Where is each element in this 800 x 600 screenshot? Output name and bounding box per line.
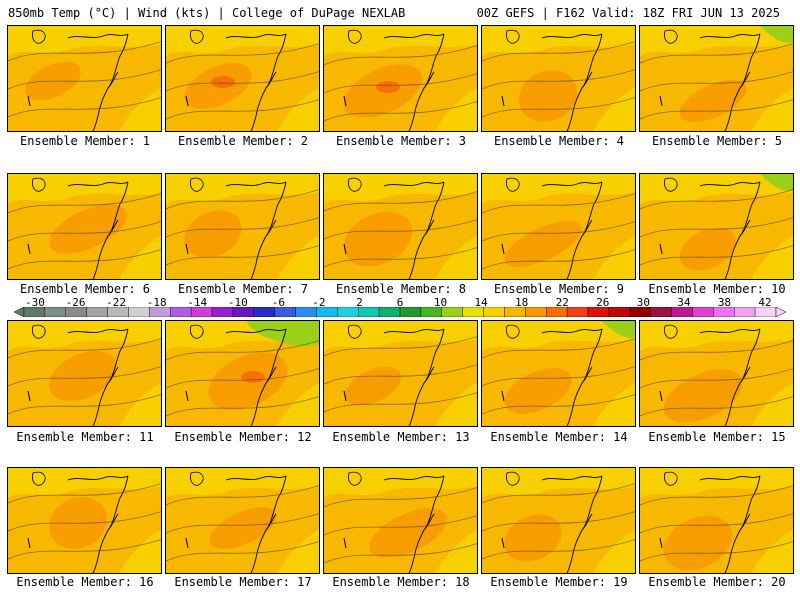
ensemble-map-panel [7,320,162,427]
ensemble-member-label: Ensemble Member: 4 [493,134,625,148]
temperature-map [640,26,793,131]
colorbar-swatch [734,307,756,317]
colorbar-tick-label: 10 [433,296,448,309]
ensemble-member-label: Ensemble Member: 15 [648,430,786,444]
temperature-map [8,174,161,279]
ensemble-map-panel [323,173,478,280]
ensemble-member-label: Ensemble Member: 10 [648,282,786,296]
ensemble-map-panel [639,320,794,427]
colorbar-swatch [566,307,589,317]
ensemble-member-label: Ensemble Member: 14 [490,430,628,444]
ensemble-member-label: Ensemble Member: 11 [16,430,154,444]
colorbar-swatch [650,307,672,317]
colorbar-swatch [86,307,108,317]
colorbar-tick-label: -2 [312,296,326,309]
colorbar-swatch [525,307,547,317]
ensemble-map-panel [165,25,320,132]
colorbar-tick-label: 38 [717,296,732,309]
temperature-map [166,174,319,279]
colorbar-tick-label: 2 [356,296,363,309]
colorbar-swatch [608,307,630,317]
ensemble-member-label: Ensemble Member: 3 [335,134,467,148]
temperature-map [8,26,161,131]
ensemble-member-label: Ensemble Member: 17 [174,575,312,589]
colorbar-tick-label: -6 [271,296,285,309]
ensemble-map-panel [165,467,320,574]
colorbar-tick-label: -30 [25,296,45,309]
ensemble-member-label: Ensemble Member: 12 [174,430,312,444]
colorbar-tick-label: 18 [515,296,529,309]
ensemble-map-panel [481,173,636,280]
ensemble-map-panel [165,173,320,280]
ensemble-member-label: Ensemble Member: 18 [332,575,470,589]
colorbar-swatch [692,307,714,317]
ensemble-map-panel [7,25,162,132]
header-valid-time: 00Z GEFS | F162 Valid: 18Z FRI JUN 13 20… [476,6,780,20]
colorbar-tick-label: 26 [596,296,610,309]
ensemble-map-panel [7,467,162,574]
ensemble-member-label: Ensemble Member: 8 [335,282,467,296]
colorbar-swatch [337,307,359,317]
colorbar-tick-label: 30 [636,296,650,309]
temperature-map [324,321,477,426]
colorbar-max-arrow [775,307,786,317]
ensemble-map-panel [323,25,478,132]
colorbar-tick-label: 22 [555,296,569,309]
ensemble-map-panel [481,25,636,132]
colorbar-min-arrow [14,307,25,317]
colorbar-tick-label: -10 [227,296,248,309]
colorbar-tick-label: -26 [65,296,86,309]
temperature-map [640,321,793,426]
ensemble-member-label: Ensemble Member: 6 [19,282,151,296]
ensemble-member-label: Ensemble Member: 7 [177,282,309,296]
temperature-map [324,468,477,573]
ensemble-map-panel [639,467,794,574]
temperature-map [482,321,635,426]
ensemble-map-panel [7,173,162,280]
colorbar-tick-label: 14 [474,296,488,309]
colorbar-swatch [44,307,66,317]
ensemble-member-label: Ensemble Member: 16 [16,575,154,589]
temperature-map [166,468,319,573]
temperature-map [166,321,319,426]
temperature-map [640,174,793,279]
colorbar-tick-label: -22 [106,296,127,309]
header-title: 850mb Temp (°C) | Wind (kts) | College o… [8,6,406,20]
ensemble-map-panel [481,467,636,574]
ensemble-map-panel [481,320,636,427]
colorbar-tick-label: -18 [146,296,167,309]
ensemble-member-label: Ensemble Member: 5 [651,134,783,148]
ensemble-member-label: Ensemble Member: 13 [332,430,470,444]
colorbar-tick-label: 6 [396,296,404,309]
ensemble-map-panel [639,25,794,132]
temperature-map [482,174,635,279]
temperature-map [8,321,161,426]
colorbar-tick-label: 34 [677,296,691,309]
ensemble-map-panel [323,320,478,427]
ensemble-member-label: Ensemble Member: 19 [490,575,628,589]
ensemble-member-label: Ensemble Member: 2 [177,134,309,148]
temperature-map [8,468,161,573]
temperature-map [640,468,793,573]
temperature-map [166,26,319,131]
temperature-colorbar [14,307,786,317]
ensemble-member-label: Ensemble Member: 9 [493,282,625,296]
ensemble-member-label: Ensemble Member: 20 [648,575,786,589]
ensemble-member-label: Ensemble Member: 1 [19,134,151,148]
ensemble-map-panel [165,320,320,427]
temperature-map [482,468,635,573]
temperature-map [482,26,635,131]
colorbar-tick-label: -14 [187,296,208,309]
ensemble-map-panel [639,173,794,280]
ensemble-map-panel [323,467,478,574]
temperature-map [324,174,477,279]
colorbar-tick-label: 42 [758,296,772,309]
temperature-map [324,26,477,131]
